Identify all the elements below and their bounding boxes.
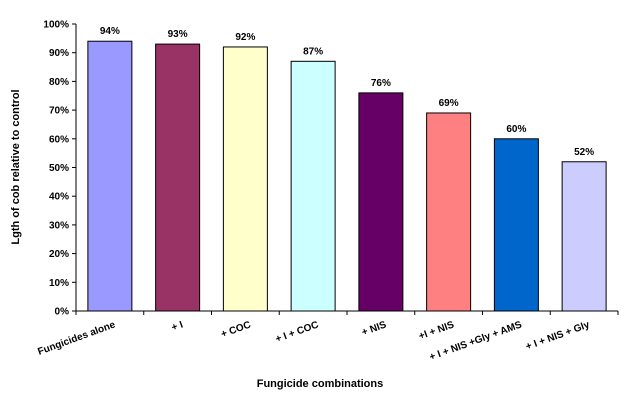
data-label: 52% [574,147,594,158]
bar [358,92,404,312]
y-tick-label: 60% [49,134,69,145]
data-label: 76% [371,78,391,89]
bar [561,161,607,312]
bar [155,43,201,312]
data-label: 69% [439,98,459,109]
plot-area: 0% 10% 20% 30% 40% 50% 60% 70% 80% 90% 100% 94% Fung… [36,20,619,363]
data-label: 92% [235,32,255,43]
data-label: 87% [303,46,323,57]
data-label: 60% [506,124,526,135]
x-tick-label: + I + COC [274,319,320,345]
y-tick-label: 50% [49,163,69,174]
data-label: 93% [168,29,188,40]
x-tick-label: +I + NIS [417,319,456,342]
y-tick-label: 40% [49,192,69,203]
bar [87,40,133,312]
x-tick-label: + I + NIS + Gly [524,319,591,352]
bar [222,46,268,312]
y-tick-label: 30% [49,220,69,231]
x-tick-label: + I [170,319,185,333]
y-tick-label: 70% [49,106,69,117]
x-tick-label: Fungicides alone [36,319,117,357]
x-axis-title: Fungicide combinations [257,378,384,390]
bar [426,112,472,312]
x-tick-label: + COC [220,319,253,340]
bar [493,138,539,312]
y-tick-label: 0% [55,307,70,318]
y-tick-label: 90% [49,48,69,59]
y-axis-title: Lgth of cob relative to control [10,89,22,244]
y-tick-label: 20% [49,249,69,260]
y-tick-label: 100% [43,20,69,31]
y-tick-label: 10% [49,278,69,289]
data-label: 94% [100,26,120,37]
bar [290,60,336,312]
x-tick-label: + NIS [360,319,388,338]
y-tick-label: 80% [49,77,69,88]
